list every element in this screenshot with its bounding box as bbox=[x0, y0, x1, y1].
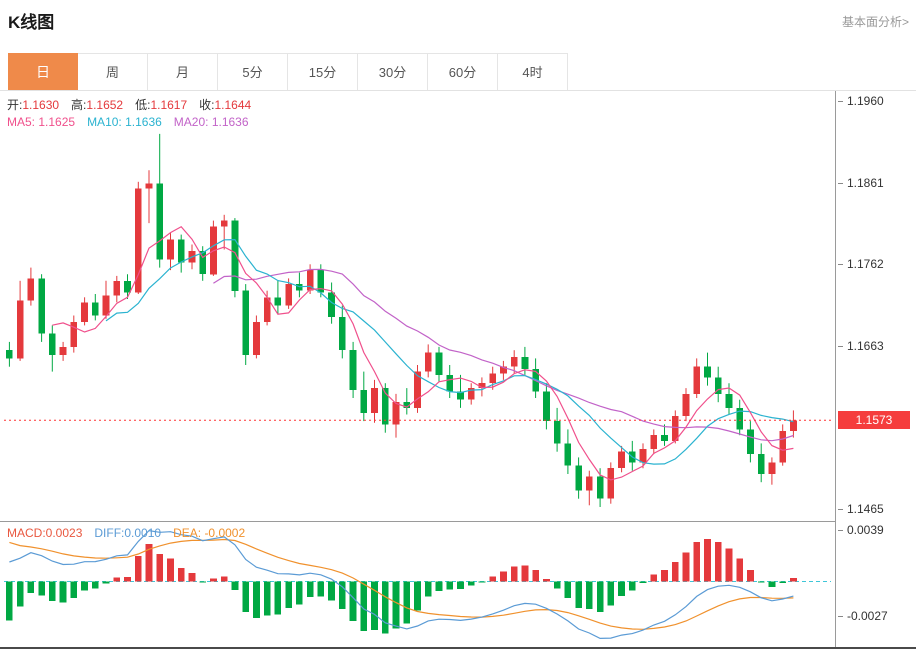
macd-axis-label: 0.0039 bbox=[838, 522, 884, 538]
diff-label: DIFF: bbox=[94, 526, 125, 540]
chart-top-divider bbox=[0, 90, 916, 91]
price-axis-label: 1.1465 bbox=[838, 501, 884, 517]
open-value: 1.1630 bbox=[22, 98, 60, 112]
tab-week[interactable]: 周 bbox=[78, 53, 148, 91]
ma5-label: MA5: bbox=[7, 115, 36, 129]
ma20-label: MA20: bbox=[173, 115, 209, 129]
page-title: K线图 bbox=[8, 13, 55, 32]
close-label: 收: bbox=[199, 98, 215, 112]
price-axis-label: 1.1762 bbox=[838, 256, 884, 272]
tab-5min[interactable]: 5分 bbox=[218, 53, 288, 91]
high-label: 高: bbox=[71, 98, 87, 112]
price-axis: 1.1960 1.1861 1.1762 1.1663 1.1465 1.1573 bbox=[836, 91, 916, 521]
price-axis-label: 1.1663 bbox=[838, 338, 884, 354]
main-chart-area[interactable]: 开:1.1630 高:1.1652 低:1.1617 收:1.1644 MA5: 1.… bbox=[0, 91, 836, 521]
macd-info: MACD:0.0023 DIFF:0.0010 DEA: -0.0002 bbox=[7, 526, 245, 540]
ma-info: MA5: 1.1625 MA10: 1.1636 MA20: 1.1636 bbox=[7, 115, 249, 129]
ma10-label: MA10: bbox=[87, 115, 122, 129]
current-price-tag: 1.1573 bbox=[838, 411, 910, 430]
dea-value: -0.0002 bbox=[204, 526, 246, 540]
price-axis-label: 1.1861 bbox=[838, 175, 884, 191]
macd-canvas[interactable] bbox=[4, 522, 831, 647]
macd-axis-label: -0.0027 bbox=[838, 608, 888, 624]
close-value: 1.1644 bbox=[214, 98, 252, 112]
open-label: 开: bbox=[7, 98, 23, 112]
timeframe-tabs: 日周月 5分 15分 30分 60分 4时 bbox=[8, 53, 568, 91]
tab-day[interactable]: 日 bbox=[8, 53, 78, 91]
tab-4hour[interactable]: 4时 bbox=[498, 53, 568, 91]
tab-month[interactable]: 月 bbox=[148, 53, 218, 91]
low-value: 1.1617 bbox=[150, 98, 188, 112]
ma10-value: 1.1636 bbox=[125, 115, 162, 129]
macd-label: MACD: bbox=[7, 526, 46, 540]
macd-axis: 0.0039 -0.0027 bbox=[836, 521, 916, 647]
bottom-divider bbox=[0, 647, 916, 649]
tab-60min[interactable]: 60分 bbox=[428, 53, 498, 91]
macd-panel[interactable]: MACD:0.0023 DIFF:0.0010 DEA: -0.0002 bbox=[0, 521, 836, 647]
dea-label: DEA: bbox=[173, 526, 202, 540]
tab-30min[interactable]: 30分 bbox=[358, 53, 428, 91]
price-axis-label: 1.1960 bbox=[838, 93, 884, 109]
candlestick-canvas[interactable] bbox=[4, 91, 831, 521]
low-label: 低: bbox=[135, 98, 151, 112]
diff-value: 0.0010 bbox=[124, 526, 162, 540]
macd-value: 0.0023 bbox=[45, 526, 83, 540]
ma20-value: 1.1636 bbox=[211, 115, 249, 129]
high-value: 1.1652 bbox=[86, 98, 124, 112]
tab-15min[interactable]: 15分 bbox=[288, 53, 358, 91]
ma5-value: 1.1625 bbox=[38, 115, 76, 129]
ohlc-info: 开:1.1630 高:1.1652 低:1.1617 收:1.1644 bbox=[7, 96, 263, 113]
fundamental-analysis-link[interactable]: 基本面分析> bbox=[841, 15, 909, 29]
